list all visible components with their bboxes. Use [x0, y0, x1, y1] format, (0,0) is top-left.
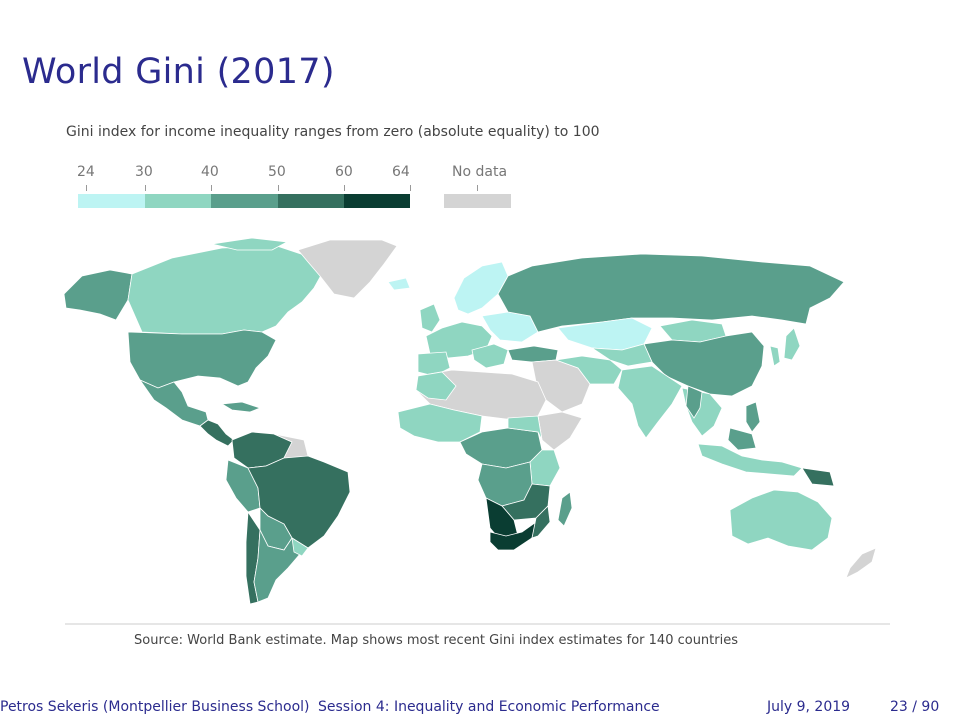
malaysia-borneo [727, 427, 757, 451]
mexico [138, 379, 209, 427]
canada [127, 245, 325, 335]
greenland [297, 239, 398, 299]
legend-no-data-label: No data [452, 164, 508, 180]
mozambique [531, 505, 551, 539]
india [617, 365, 683, 439]
legend-break-40: 40 [201, 164, 219, 180]
legend-break-60: 60 [335, 164, 353, 180]
madagascar [557, 491, 573, 527]
footer-page-number: 23 / 90 [890, 699, 940, 715]
central-america [199, 419, 235, 447]
iran-afghanistan [555, 355, 623, 385]
legend-swatch-no-data [444, 194, 511, 208]
legend-tick [410, 185, 411, 191]
legend-tick [477, 185, 478, 191]
footer-session: Session 4: Inequality and Economic Perfo… [318, 699, 660, 715]
west-africa [397, 403, 483, 443]
legend-tick [278, 185, 279, 191]
australia [729, 489, 833, 551]
caribbean-cuba [220, 401, 262, 413]
iceland [387, 277, 411, 291]
canada-arctic-islands [211, 237, 289, 251]
philippines [745, 401, 761, 433]
legend-break-64: 64 [392, 164, 410, 180]
scandinavia [453, 261, 509, 315]
legend-tick [145, 185, 146, 191]
sudan-region [507, 415, 543, 441]
footer-date: July 9, 2019 [767, 699, 851, 715]
source-divider [65, 623, 890, 625]
legend-tick [211, 185, 212, 191]
legend-swatch-24-30 [78, 194, 145, 208]
central-asia [590, 343, 653, 367]
map-source-note: Source: World Bank estimate. Map shows m… [134, 633, 738, 648]
indonesia [697, 443, 803, 477]
legend-tick [86, 185, 87, 191]
myanmar-thailand [685, 385, 703, 419]
legend-break-50: 50 [268, 164, 286, 180]
legend-swatch-40-50 [211, 194, 278, 208]
map-subtitle: Gini index for income inequality ranges … [66, 124, 600, 140]
world-gini-map [63, 237, 877, 605]
legend-swatch-30-40 [145, 194, 211, 208]
morocco-algeria [415, 371, 457, 401]
alaska [63, 269, 133, 321]
slide-title: World Gini (2017) [22, 52, 335, 92]
usa [127, 329, 277, 389]
footer-author: Petros Sekeris (Montpellier Business Sch… [0, 699, 310, 715]
papua-new-guinea [801, 467, 835, 487]
new-zealand [845, 547, 877, 579]
legend-swatch-50-60 [278, 194, 344, 208]
legend-break-24: 24 [77, 164, 95, 180]
legend-swatch-60-64 [344, 194, 410, 208]
southern-africa-mid [501, 483, 551, 521]
russia [497, 253, 845, 333]
uk-ireland [419, 303, 441, 333]
legend-break-30: 30 [135, 164, 153, 180]
legend-tick [344, 185, 345, 191]
uruguay [291, 537, 309, 557]
balkans [471, 343, 509, 369]
slide-footer: Petros Sekeris (Montpellier Business Sch… [0, 699, 960, 720]
argentina [253, 528, 301, 603]
turkey [507, 345, 559, 363]
korea-japan [769, 327, 801, 367]
ethiopia-horn [537, 411, 583, 451]
